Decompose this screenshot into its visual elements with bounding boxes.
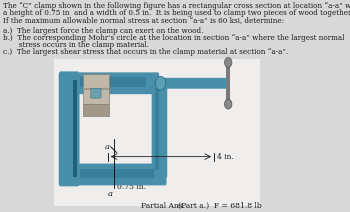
FancyBboxPatch shape [152,79,167,179]
Text: The “C” clamp shown in the following figure has a rectangular cross section at l: The “C” clamp shown in the following fig… [3,2,350,10]
FancyBboxPatch shape [91,88,101,98]
Text: a: a [104,143,109,151]
Text: a: a [107,190,112,198]
Text: b.)  The corresponding Mohr’s circle at the location in section “a-a” where the : b.) The corresponding Mohr’s circle at t… [3,34,344,42]
Bar [155,88,159,170]
Circle shape [224,99,232,109]
Text: a height of 0.75 in  and a width of 0.5 in.  It is being used to clamp two piece: a height of 0.75 in and a width of 0.5 i… [3,9,350,17]
Text: If the maximum allowable normal stress at section “a-a” is 60 ksi, determine:: If the maximum allowable normal stress a… [3,16,284,24]
Bar [73,80,77,177]
Circle shape [224,57,232,67]
Text: Partial Ans.: Partial Ans. [141,202,186,210]
Bar [54,60,260,206]
Text: 4 in.: 4 in. [217,153,234,161]
Text: stress occurs in the clamp material.: stress occurs in the clamp material. [3,41,149,49]
FancyBboxPatch shape [156,78,229,89]
FancyBboxPatch shape [59,71,79,186]
FancyBboxPatch shape [74,72,159,94]
FancyBboxPatch shape [74,164,167,185]
Bar [226,63,230,104]
Text: (Part a.)  F = 681.8 lb: (Part a.) F = 681.8 lb [178,202,262,210]
Circle shape [155,76,166,90]
Bar [79,169,154,179]
Bar [83,88,109,90]
Text: a.)  The largest force the clamp can exert on the wood.: a.) The largest force the clamp can exer… [3,27,203,35]
Bar [79,77,146,87]
Bar [83,104,109,116]
Text: 0.75 in.: 0.75 in. [117,183,146,191]
Bar [83,74,109,104]
Text: c.)  The largest shear stress that occurs in the clamp material at section “a-a”: c.) The largest shear stress that occurs… [3,47,288,56]
